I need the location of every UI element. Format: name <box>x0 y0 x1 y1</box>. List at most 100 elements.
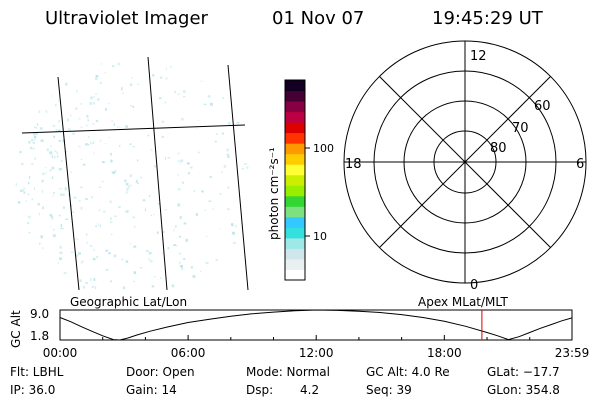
aurora-pixel <box>29 176 31 178</box>
aurora-pixel <box>128 184 132 187</box>
aurora-pixel <box>108 136 110 138</box>
aurora-pixel <box>111 120 114 122</box>
aurora-pixel <box>95 286 97 290</box>
aurora-pixel <box>85 198 88 200</box>
time-tick-label: 18:00 <box>427 346 462 360</box>
aurora-pixel <box>133 245 137 248</box>
polar-mlat-mlt-plot <box>343 40 587 284</box>
aurora-pixel <box>200 80 203 82</box>
aurora-pixel <box>37 202 40 206</box>
aurora-pixel <box>204 209 206 211</box>
aurora-pixel <box>125 191 128 194</box>
colorbar-cell <box>285 153 305 165</box>
aurora-pixel <box>222 132 225 135</box>
gc-altitude-series <box>59 309 573 341</box>
aurora-pixel <box>28 140 31 144</box>
aurora-pixel <box>148 251 152 255</box>
aurora-pixel <box>160 76 162 79</box>
aurora-pixel <box>90 196 94 199</box>
aurora-pixel <box>177 93 180 95</box>
aurora-pixel <box>173 229 175 232</box>
aurora-pixel <box>183 96 186 98</box>
aurora-pixel <box>125 260 129 263</box>
aurora-pixel <box>49 169 52 172</box>
aurora-pixel <box>96 256 98 259</box>
aurora-pixel <box>27 181 30 185</box>
polar-panel-label: Apex MLat/MLT <box>418 295 508 309</box>
aurora-pixel <box>50 145 52 147</box>
aurora-pixel <box>102 161 105 164</box>
aurora-pixel <box>218 228 221 230</box>
aurora-pixel <box>215 259 219 261</box>
aurora-pixel <box>97 98 100 101</box>
aurora-pixel <box>54 150 57 153</box>
aurora-pixel <box>125 183 129 186</box>
aurora-pixel <box>105 269 109 271</box>
aurora-pixel <box>109 200 112 204</box>
aurora-pixel <box>111 171 115 174</box>
aurora-pixel <box>42 206 44 210</box>
aurora-pixel <box>130 105 133 107</box>
aurora-pixel <box>58 129 61 132</box>
aurora-pixel <box>60 193 63 196</box>
aurora-pixel <box>142 199 146 202</box>
aurora-pixel <box>110 280 112 283</box>
aurora-pixel <box>183 222 187 225</box>
aurora-pixel <box>119 127 122 129</box>
colorbar-cell <box>285 101 305 113</box>
aurora-pixel <box>207 95 211 98</box>
aurora-pixel <box>52 124 56 127</box>
aurora-pixel <box>147 134 150 137</box>
aurora-pixel <box>78 118 81 120</box>
aurora-pixel <box>99 224 101 228</box>
aurora-emission-pixels <box>15 62 249 290</box>
aurora-pixel <box>64 189 68 191</box>
aurora-pixel <box>227 186 230 189</box>
aurora-pixel <box>39 242 41 245</box>
aurora-pixel <box>201 190 204 193</box>
instrument-title: Ultraviolet Imager <box>45 8 209 29</box>
aurora-pixel <box>127 186 130 189</box>
aurora-pixel <box>32 141 35 144</box>
aurora-pixel <box>114 215 117 218</box>
aurora-pixel <box>81 158 83 161</box>
aurora-pixel <box>208 200 212 202</box>
aurora-pixel <box>70 251 74 254</box>
aurora-pixel <box>25 200 27 202</box>
glat-value: GLat: −17.7 <box>487 365 560 379</box>
aurora-pixel <box>80 103 83 105</box>
aurora-pixel <box>92 258 96 261</box>
aurora-pixel <box>183 258 186 260</box>
colorbar: 100 10 photon cm⁻²s⁻¹ <box>267 79 334 281</box>
aurora-pixel <box>215 133 218 135</box>
mode-value: Mode: Normal <box>246 365 330 379</box>
aurora-pixel <box>93 278 96 281</box>
aurora-pixel <box>177 152 180 155</box>
aurora-pixel <box>89 102 93 105</box>
ip-value: IP: 36.0 <box>10 383 55 397</box>
aurora-pixel <box>51 95 53 97</box>
aurora-pixel <box>144 208 146 212</box>
aurora-pixel <box>159 97 162 100</box>
aurora-pixel <box>108 252 111 255</box>
aurora-pixel <box>150 260 153 263</box>
time-tick-label: 12:00 <box>299 346 334 360</box>
aurora-pixel <box>134 225 136 228</box>
aurora-pixel <box>27 193 30 196</box>
aurora-pixel <box>91 123 95 125</box>
aurora-pixel <box>70 171 72 173</box>
aurora-pixel <box>95 93 97 95</box>
aurora-pixel <box>190 166 193 169</box>
aurora-pixel <box>173 244 177 247</box>
aurora-pixel <box>151 285 155 288</box>
aurora-pixel <box>114 171 116 174</box>
aurora-pixel <box>79 279 82 282</box>
aurora-pixel <box>212 208 214 210</box>
geo-panel-label: Geographic Lat/Lon <box>70 295 187 309</box>
colorbar-cell <box>285 269 305 281</box>
aurora-pixel <box>125 125 128 128</box>
aurora-pixel <box>121 258 124 261</box>
aurora-pixel <box>50 215 54 218</box>
colorbar-tick-label-100: 100 <box>313 142 334 155</box>
colorbar-cell <box>285 111 305 123</box>
